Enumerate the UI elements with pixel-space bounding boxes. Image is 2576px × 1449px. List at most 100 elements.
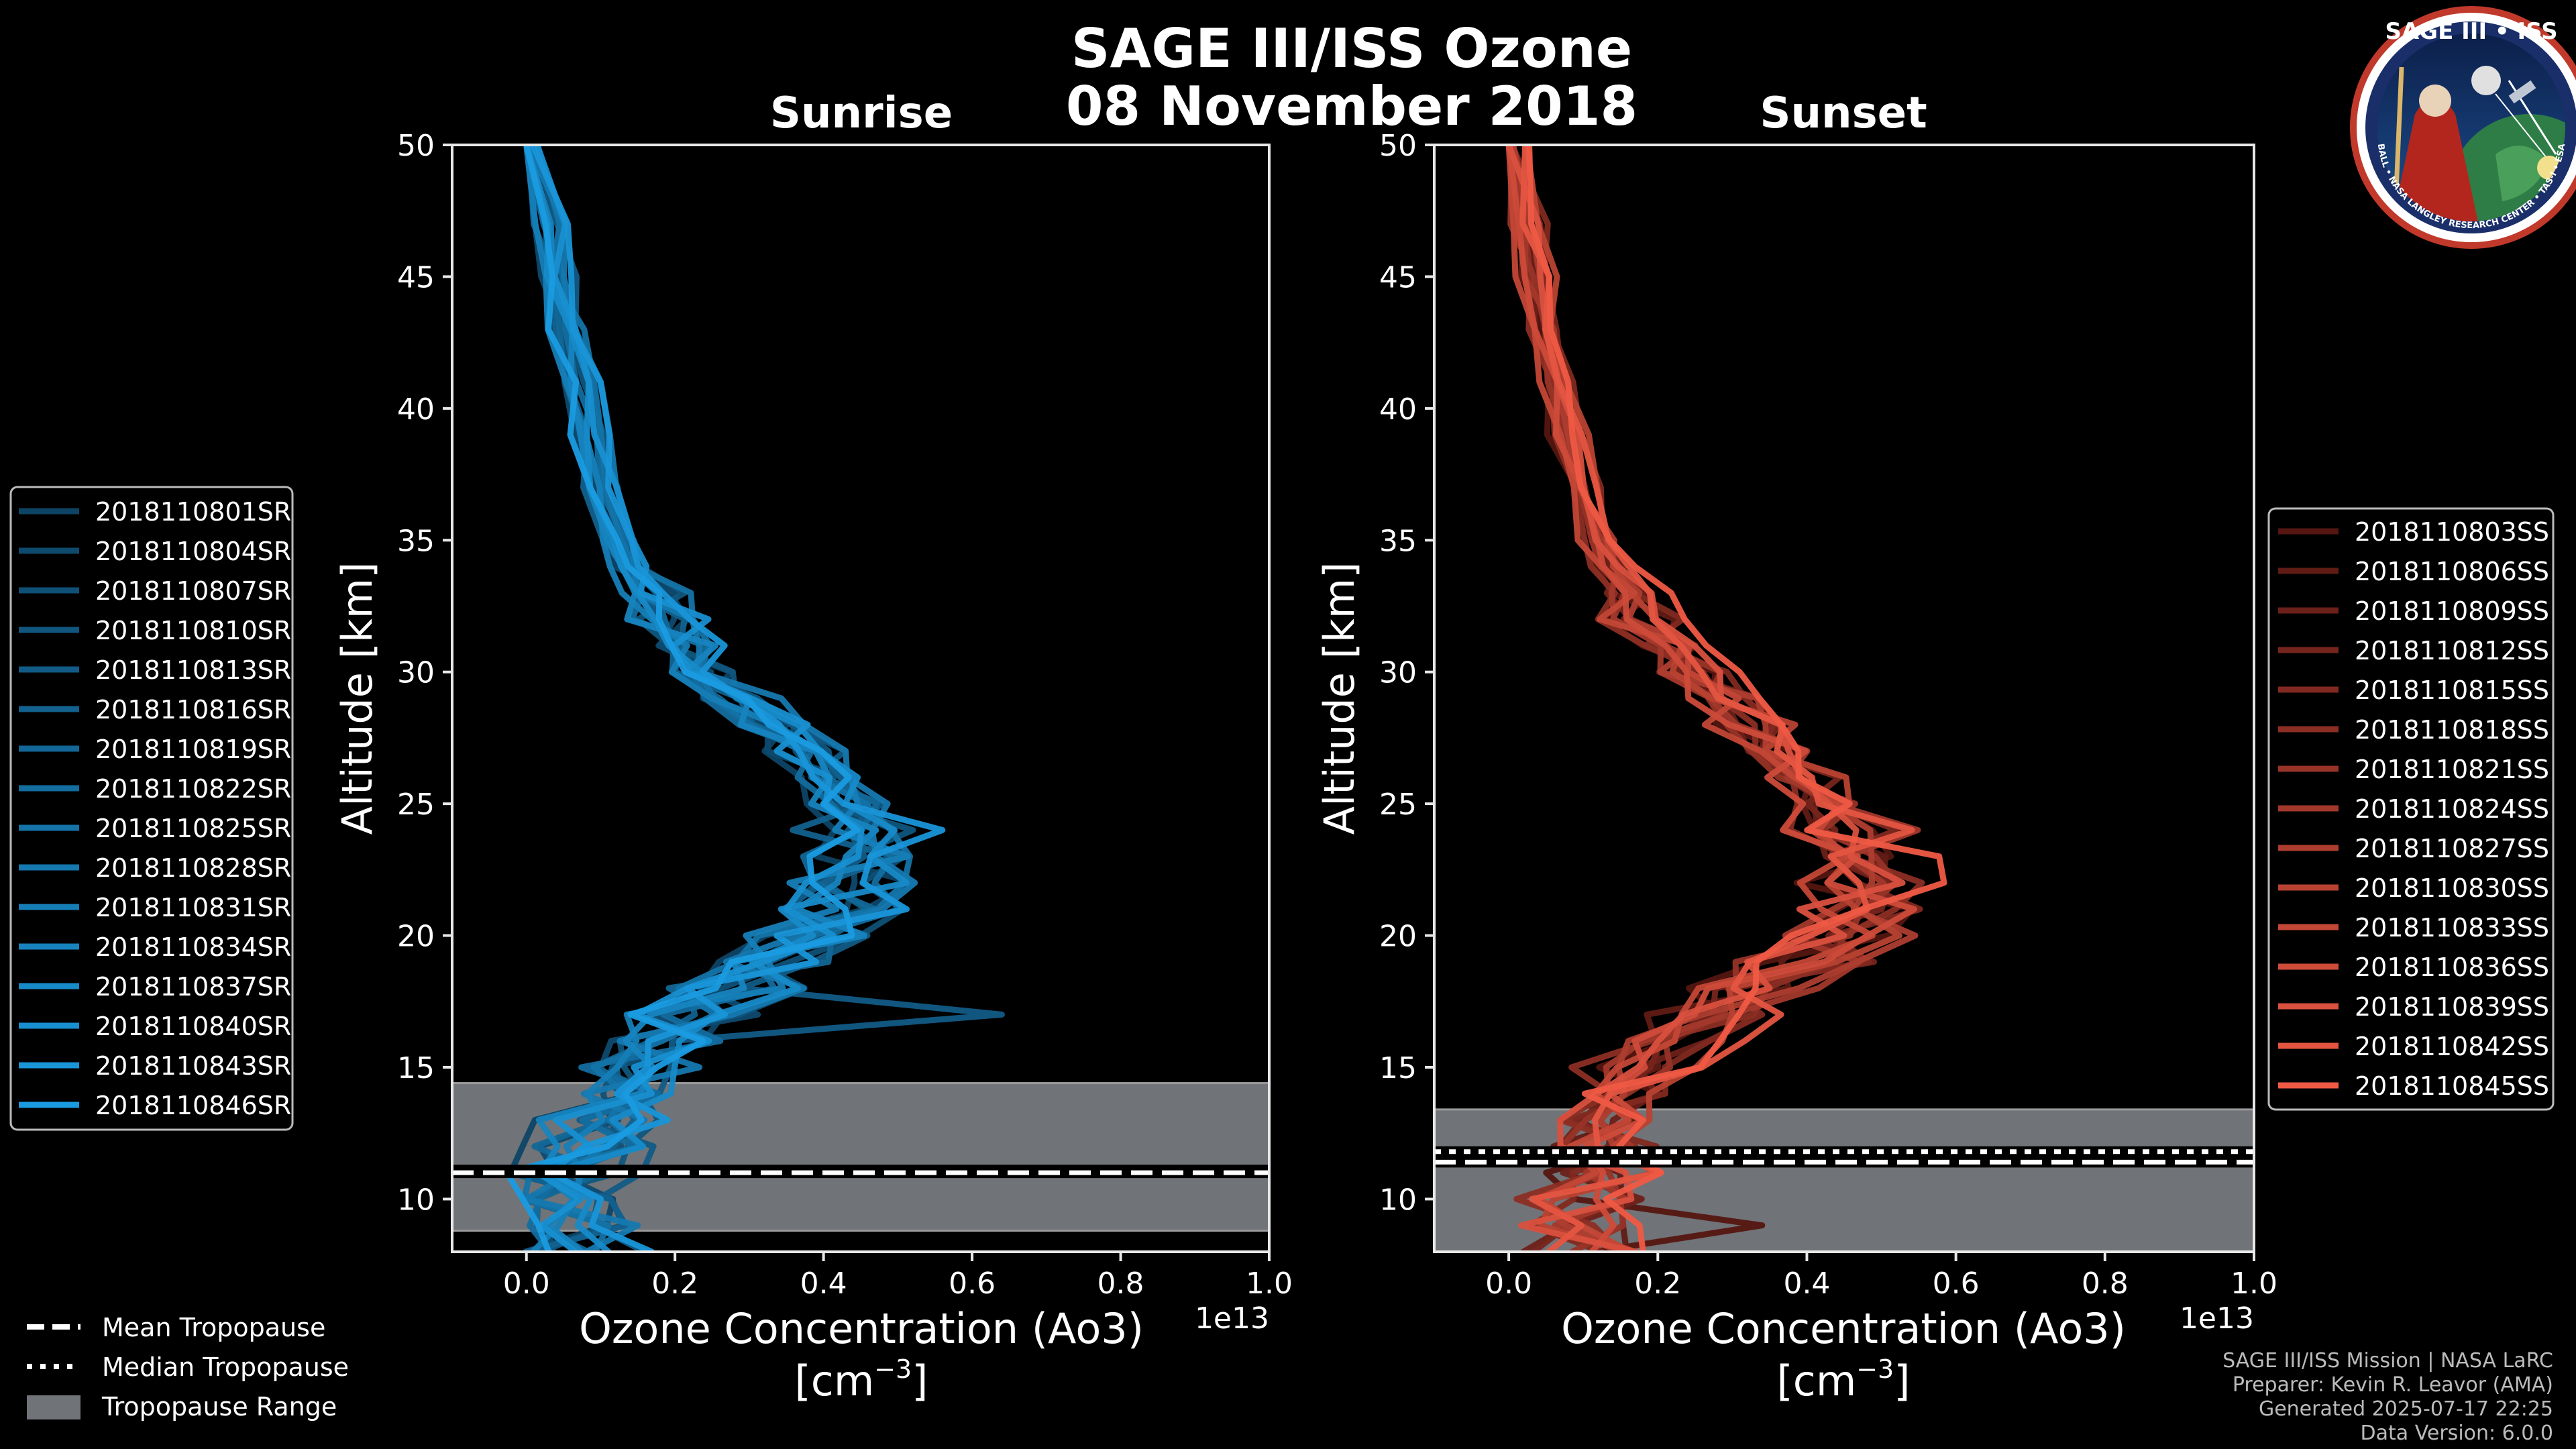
sunrise-unit-exponent: −3: [874, 1354, 912, 1384]
sunset-profile-lines: [1505, 145, 1947, 1252]
sunrise-xtick-label-0.8: 0.8: [1097, 1267, 1144, 1301]
sunrise-y-ticks: 10 15 20 25 30 35 40 45 50: [397, 129, 452, 1217]
logo-top-text: SAGE III • ISS: [2385, 18, 2557, 45]
tropopause-legend: Mean Tropopause Median Tropopause Tropop…: [27, 1313, 349, 1421]
sunset-legend-label-2018110839SS: 2018110839SS: [2355, 992, 2549, 1022]
sunset-panel-title: Sunset: [1760, 89, 1927, 138]
sunset-tropopause-lines: [1434, 1146, 2254, 1168]
sunrise-xtick-label-0.0: 0.0: [503, 1267, 550, 1301]
sunset-legend-label-2018110836SS: 2018110836SS: [2355, 953, 2549, 982]
sunrise-ytick-label-20: 20: [397, 920, 435, 954]
sunset-ytick-label-25: 25: [1379, 788, 1417, 822]
sunset-offset-label: 1e13: [2180, 1301, 2254, 1336]
sunset-unit-exponent: −3: [1856, 1354, 1894, 1384]
sunrise-legend-label-2018110807SR: 2018110807SR: [95, 576, 291, 606]
sunset-plot-frame: [1433, 144, 2255, 1253]
sunrise-xtick-label-0.2: 0.2: [651, 1267, 698, 1301]
sunset-legend-label-2018110803SS: 2018110803SS: [2355, 517, 2549, 547]
sunset-profile-2018110836SS: [1505, 145, 1917, 1252]
sunrise-xtick-label-0.4: 0.4: [800, 1267, 847, 1301]
sunrise-legend-label-2018110810SR: 2018110810SR: [95, 616, 291, 645]
figure-title-line1: SAGE III/ISS Ozone: [1071, 17, 1632, 80]
sunset-legend: 2018110803SS 2018110806SS 2018110809SS 2018…: [2267, 507, 2555, 1111]
sunrise-x-axis-unit: [cm−3]: [795, 1354, 928, 1405]
sunrise-legend-label-2018110837SR: 2018110837SR: [95, 972, 291, 1002]
sunset-ytick-label-15: 15: [1379, 1051, 1417, 1085]
sunrise-xtick-label-0.6: 0.6: [949, 1267, 996, 1301]
sunset-plot-panel: 10 15 20 25 30 35 40 45 50 0.0 0.2 0.4 0.6 0.8 1.0 Al…: [1315, 129, 2277, 1405]
sunset-legend-label-2018110827SS: 2018110827SS: [2355, 834, 2549, 863]
sunrise-ytick-label-15: 15: [397, 1051, 435, 1085]
sunrise-x-ticks: 0.0 0.2 0.4 0.6 0.8 1.0: [503, 1252, 1293, 1301]
footer-data-version: Data Version: 6.0.0: [2361, 1421, 2553, 1445]
sunrise-legend-items: 2018110801SR 2018110804SR 2018110807SR 2018…: [19, 497, 291, 1120]
sunrise-profile-lines: [504, 145, 1005, 1252]
sunrise-plot-frame: [451, 144, 1271, 1253]
sunrise-legend-box: [9, 486, 294, 1131]
logo-figure-head: [2419, 85, 2451, 117]
logo-earth: [2449, 114, 2565, 221]
sunrise-x-axis-label: Ozone Concentration (Ao3): [579, 1304, 1144, 1353]
sunset-unit-close: ]: [1894, 1356, 1910, 1405]
sunrise-ytick-label-30: 30: [397, 656, 435, 690]
sunset-legend-box: [2267, 507, 2555, 1111]
footer-preparer: Preparer: Kevin R. Leavor (AMA): [2233, 1373, 2553, 1397]
footer-credits: SAGE III/ISS Mission | NASA LaRC Prepare…: [2222, 1349, 2553, 1445]
sunset-ytick-label-20: 20: [1379, 920, 1417, 954]
median-tropopause-label: Median Tropopause: [102, 1352, 349, 1382]
sunrise-legend-label-2018110819SR: 2018110819SR: [95, 735, 291, 764]
sunset-unit-base: [cm: [1777, 1356, 1857, 1405]
sunset-ytick-label-30: 30: [1379, 656, 1417, 690]
sunrise-profile-2018110846SR: [504, 145, 861, 1252]
sunset-xtick-label-0.6: 0.6: [1933, 1267, 1980, 1301]
sunset-ytick-label-45: 45: [1379, 260, 1417, 294]
sunrise-profile-2018110831SR: [523, 145, 911, 1252]
sunset-legend-label-2018110833SS: 2018110833SS: [2355, 913, 2549, 943]
sunrise-legend-label-2018110840SR: 2018110840SR: [95, 1012, 291, 1041]
sunrise-tropopause-lines: [452, 1165, 1269, 1179]
sunrise-legend: 2018110801SR 2018110804SR 2018110807SR 2018…: [9, 486, 294, 1131]
sunset-ytick-label-10: 10: [1379, 1183, 1417, 1217]
logo-continent: [2496, 146, 2549, 201]
sunset-xtick-label-0.8: 0.8: [2082, 1267, 2129, 1301]
logo-ray-2: [2495, 93, 2550, 162]
sunset-y-axis-label: Altitude [km]: [1315, 562, 1364, 835]
sunset-legend-label-2018110809SS: 2018110809SS: [2355, 596, 2549, 626]
sunrise-ytick-label-10: 10: [397, 1183, 435, 1217]
sunrise-ytick-label-35: 35: [397, 524, 435, 558]
sunrise-offset-label: 1e13: [1195, 1301, 1269, 1336]
tropopause-range-label: Tropopause Range: [101, 1392, 337, 1421]
logo-iss: [2508, 80, 2536, 104]
sunrise-y-axis-label: Altitude [km]: [333, 562, 382, 835]
sunrise-unit-close: ]: [912, 1356, 928, 1405]
footer-generated: Generated 2025-07-17 22:25: [2259, 1397, 2553, 1421]
footer-mission: SAGE III/ISS Mission | NASA LaRC: [2222, 1349, 2553, 1373]
sunrise-legend-label-2018110828SR: 2018110828SR: [95, 853, 291, 883]
sunset-profile-2018110845SS: [1526, 145, 1947, 1252]
sunrise-legend-label-2018110843SR: 2018110843SR: [95, 1051, 291, 1081]
sunset-legend-label-2018110821SS: 2018110821SS: [2355, 755, 2549, 784]
sunrise-legend-label-2018110822SR: 2018110822SR: [95, 774, 291, 804]
sunset-legend-label-2018110824SS: 2018110824SS: [2355, 794, 2549, 824]
sunrise-plot-panel: 10 15 20 25 30 35 40 45 50 0.0 0.2 0.4 0.6 0.8 1.0 Al…: [333, 129, 1293, 1405]
sunset-ytick-label-35: 35: [1379, 524, 1417, 558]
sunset-xtick-label-1.0: 1.0: [2231, 1267, 2277, 1301]
sunset-legend-label-2018110845SS: 2018110845SS: [2355, 1071, 2549, 1101]
sunset-y-ticks: 10 15 20 25 30 35 40 45 50: [1379, 129, 1434, 1217]
sage-iii-iss-mission-logo: SAGE III • ISS BALL • NASA LANGLEY RESEA…: [2350, 6, 2576, 249]
sunrise-legend-label-2018110834SR: 2018110834SR: [95, 932, 291, 962]
sunrise-legend-label-2018110813SR: 2018110813SR: [95, 655, 291, 685]
mean-tropopause-label: Mean Tropopause: [102, 1313, 325, 1342]
sunrise-legend-label-2018110846SR: 2018110846SR: [95, 1091, 291, 1120]
sunset-xtick-label-0.2: 0.2: [1634, 1267, 1681, 1301]
sunset-legend-label-2018110815SS: 2018110815SS: [2355, 676, 2549, 705]
sunrise-ytick-label-50: 50: [397, 129, 435, 163]
logo-moon: [2471, 66, 2501, 95]
sunset-x-axis-unit: [cm−3]: [1777, 1354, 1911, 1405]
sunrise-panel-title: Sunrise: [770, 89, 953, 138]
sunset-ytick-label-50: 50: [1379, 129, 1417, 163]
sunrise-legend-label-2018110804SR: 2018110804SR: [95, 537, 291, 566]
sunset-legend-label-2018110842SS: 2018110842SS: [2355, 1032, 2549, 1061]
sunrise-legend-label-2018110801SR: 2018110801SR: [95, 497, 291, 527]
